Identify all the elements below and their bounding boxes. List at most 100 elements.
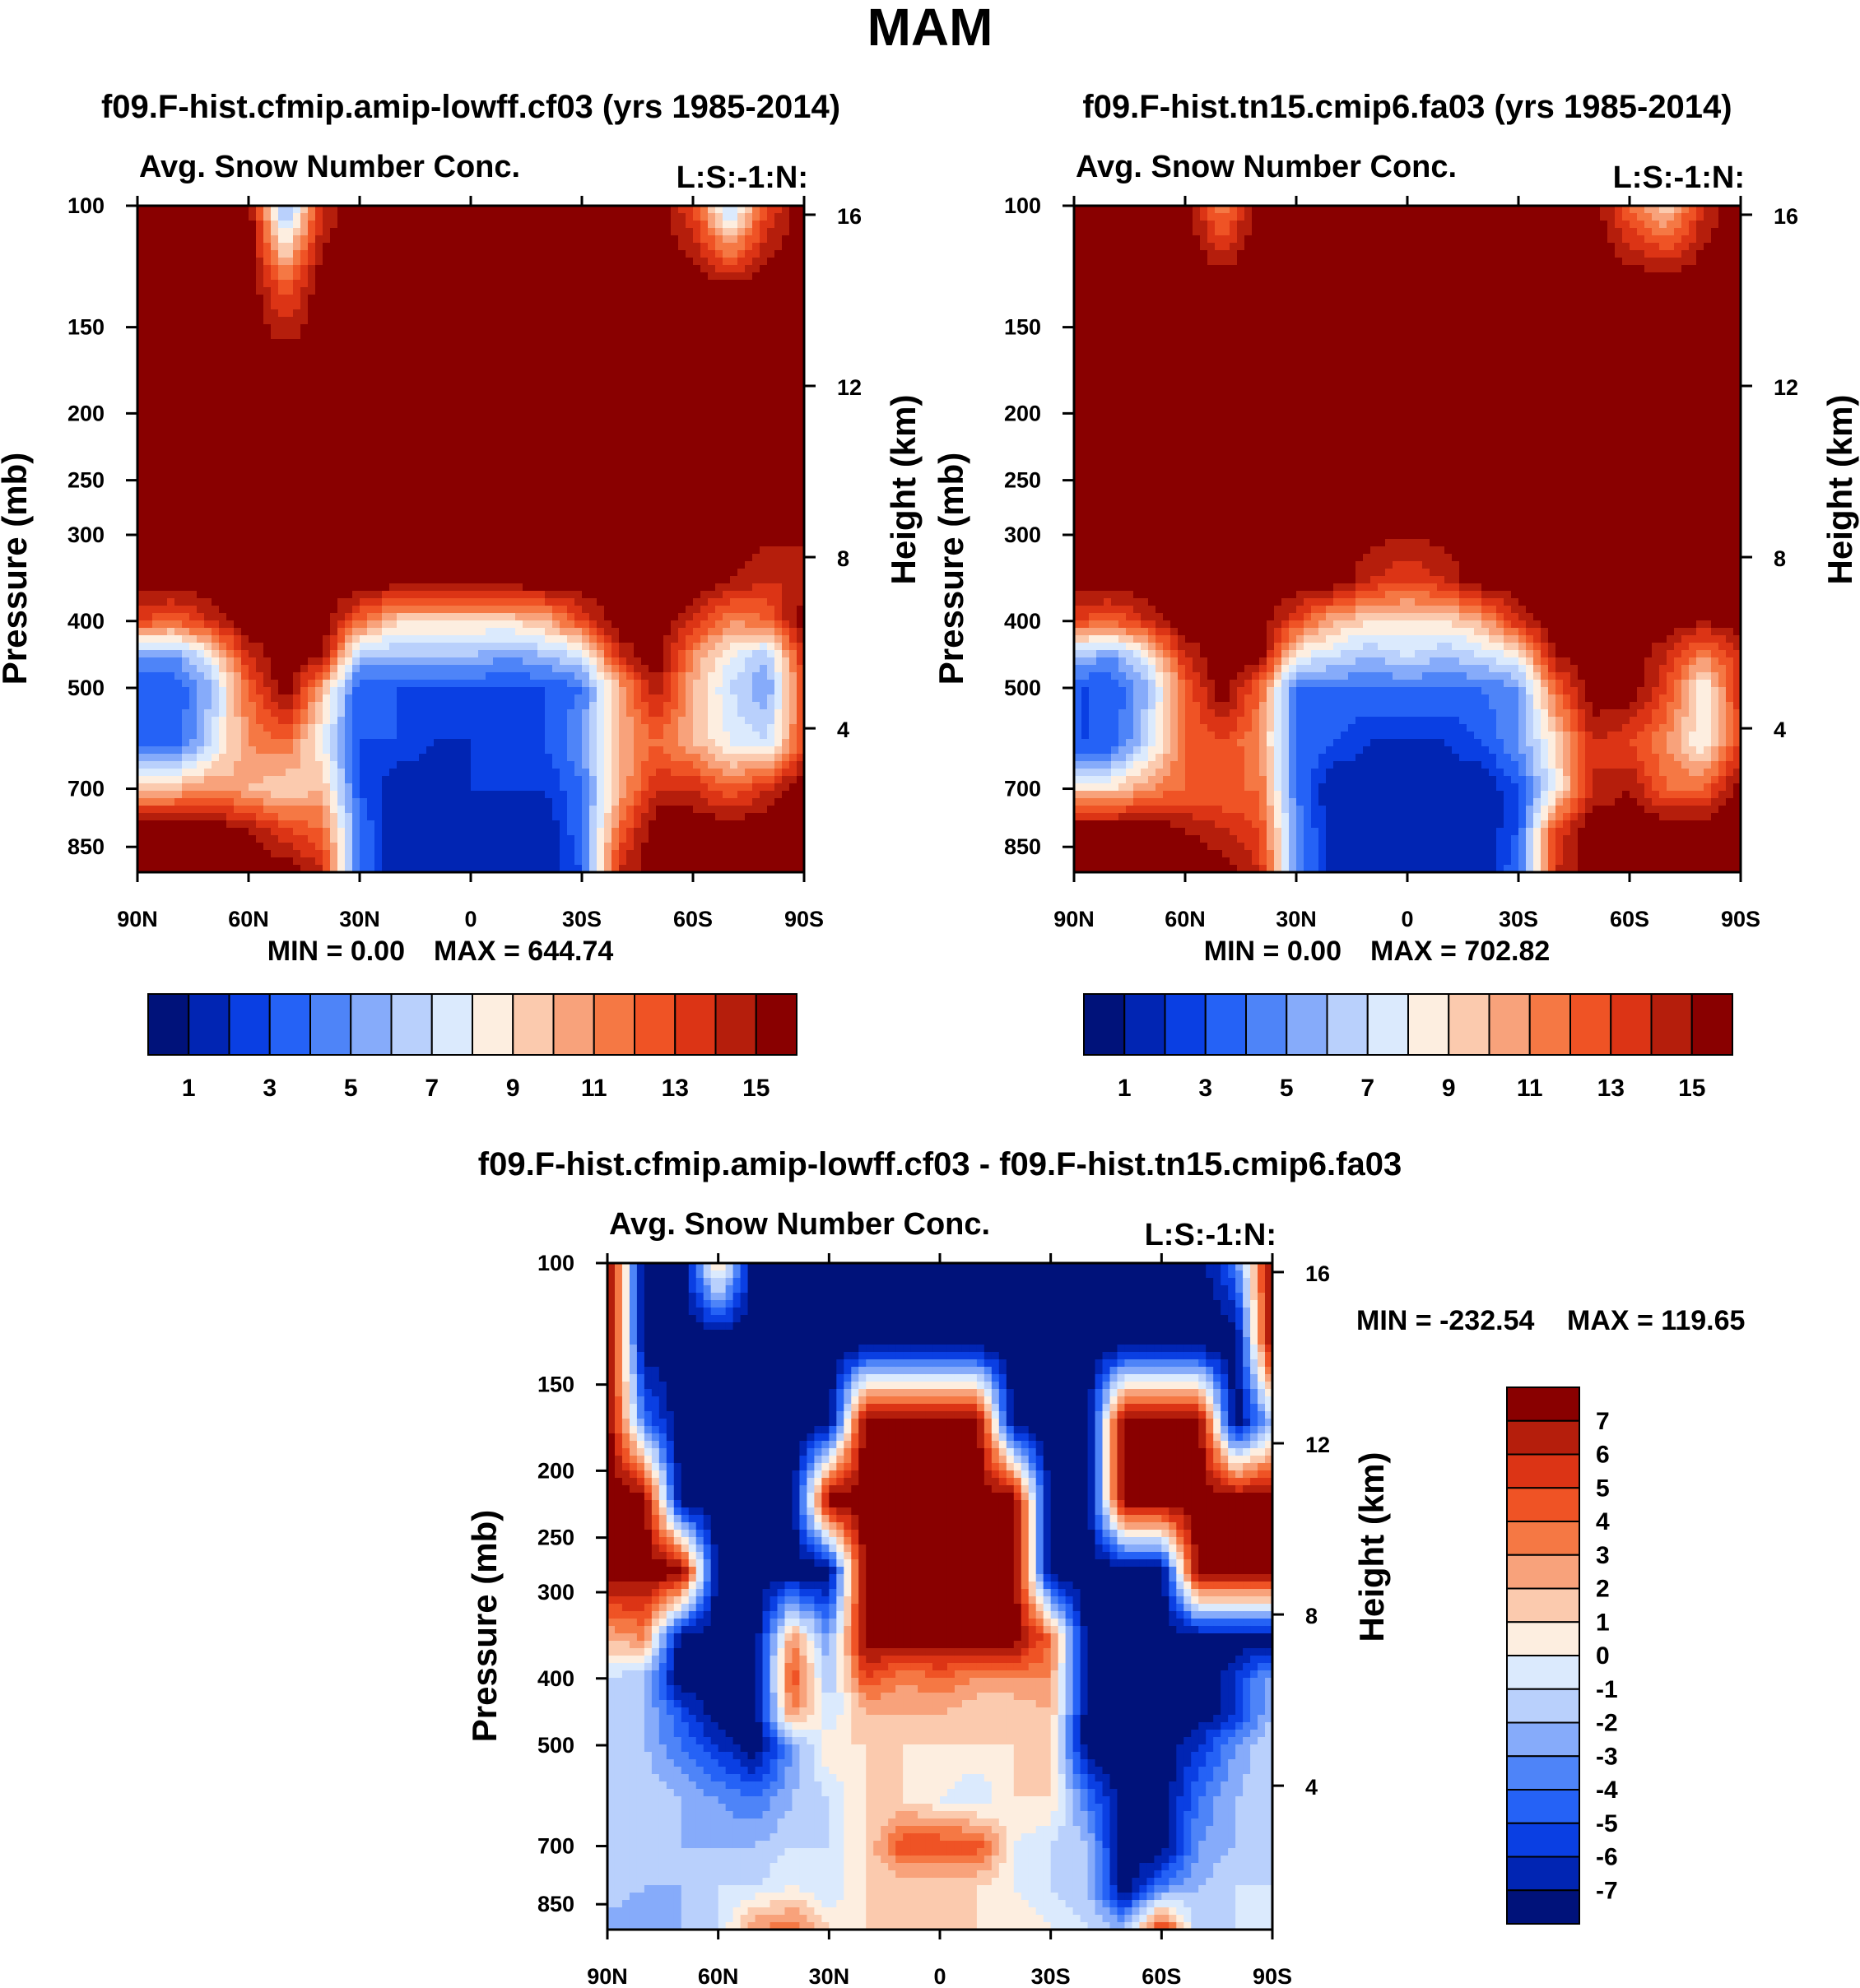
heatmap-cell <box>767 272 775 281</box>
heatmap-cell <box>730 272 738 281</box>
heatmap-cell <box>634 287 642 295</box>
heatmap-cell <box>337 265 346 273</box>
heatmap-cell <box>434 309 442 318</box>
heatmap-cell <box>567 243 575 251</box>
heatmap-cell <box>641 295 649 303</box>
heatmap-cell <box>456 324 464 332</box>
heatmap-cell <box>723 339 731 347</box>
heatmap-cell <box>345 258 353 266</box>
heatmap-cell <box>619 332 627 340</box>
heatmap-cell <box>589 324 598 332</box>
heatmap-cell <box>249 295 257 303</box>
heatmap-cell <box>278 265 286 273</box>
panel-title: f09.F-hist.cfmip.amip-lowff.cf03 (yrs 19… <box>101 89 840 125</box>
heatmap-cell <box>145 324 153 332</box>
heatmap-cell <box>463 243 472 251</box>
heatmap-cell <box>567 272 575 281</box>
heatmap-cell <box>382 243 390 251</box>
heatmap-cell <box>567 280 575 288</box>
heatmap-cell <box>382 302 390 310</box>
heatmap-cell <box>574 250 583 258</box>
heatmap-cell <box>619 339 627 347</box>
heatmap-cell <box>426 258 435 266</box>
heatmap-cell <box>641 272 649 281</box>
heatmap-cell <box>234 287 242 295</box>
heatmap-cell <box>249 250 257 258</box>
heatmap-cell <box>308 243 316 251</box>
heatmap-cell <box>174 332 183 340</box>
heatmap-cell <box>389 346 398 355</box>
heatmap-cell <box>182 228 190 236</box>
heatmap-cell <box>537 243 546 251</box>
heatmap-cell <box>167 332 175 340</box>
heatmap-cell <box>271 339 279 347</box>
heatmap-cell <box>552 213 560 221</box>
heatmap-cell <box>367 346 375 355</box>
heatmap-cell <box>760 221 768 229</box>
heatmap-cell <box>545 302 553 310</box>
heatmap-cell <box>686 302 694 310</box>
heatmap-cell <box>626 221 635 229</box>
heatmap-cell <box>782 228 790 236</box>
heatmap-cell <box>397 295 405 303</box>
heatmap-cell <box>449 339 457 347</box>
heatmap-cell <box>404 346 412 355</box>
heatmap-cell <box>752 302 760 310</box>
heatmap-cell <box>286 250 294 258</box>
heatmap-cell <box>582 243 590 251</box>
heatmap-cell <box>397 309 405 318</box>
heatmap-cell <box>145 346 153 355</box>
heatmap-cell <box>737 295 746 303</box>
heatmap-cell <box>234 295 242 303</box>
heatmap-cell <box>656 332 664 340</box>
heatmap-cell <box>197 258 205 266</box>
heatmap-cell <box>604 295 612 303</box>
heatmap-cell <box>219 346 227 355</box>
heatmap-cell <box>249 287 257 295</box>
heatmap-cell <box>723 272 731 281</box>
heatmap-cell <box>374 309 383 318</box>
heatmap-cell <box>693 339 701 347</box>
heatmap-cell <box>552 295 560 303</box>
heatmap-cell <box>582 258 590 266</box>
heatmap-cell <box>419 265 427 273</box>
heatmap-cell <box>589 221 598 229</box>
heatmap-cell <box>471 324 479 332</box>
heatmap-cell <box>552 309 560 318</box>
heatmap-cell <box>219 295 227 303</box>
heatmap-cell <box>337 250 346 258</box>
heatmap-cell <box>382 309 390 318</box>
heatmap-cell <box>449 295 457 303</box>
heatmap-cell <box>604 324 612 332</box>
heatmap-cell <box>686 280 694 288</box>
heatmap-cell <box>708 228 716 236</box>
heatmap-cell <box>693 272 701 281</box>
heatmap-cell <box>500 317 509 325</box>
figure: MAM f09.F-hist.cfmip.amip-lowff.cf03 (yr… <box>0 0 1860 1988</box>
heatmap-cell <box>537 221 546 229</box>
heatmap-cell <box>263 302 272 310</box>
heatmap-cell <box>367 258 375 266</box>
heatmap-cell <box>315 332 323 340</box>
heatmap-cell <box>723 228 731 236</box>
heatmap-cell <box>515 309 523 318</box>
heatmap-cell <box>700 221 709 229</box>
heatmap-cell <box>671 228 679 236</box>
heatmap-cell <box>234 280 242 288</box>
heatmap-cell <box>160 295 168 303</box>
heatmap-cell <box>226 250 235 258</box>
heatmap-cell <box>300 339 309 347</box>
heatmap-cell <box>493 243 501 251</box>
heatmap-cell <box>337 295 346 303</box>
heatmap-cell <box>626 213 635 221</box>
heatmap-cell <box>708 280 716 288</box>
heatmap-cell <box>263 250 272 258</box>
heatmap-cell <box>278 243 286 251</box>
heatmap-cell <box>760 302 768 310</box>
heatmap-cell <box>656 250 664 258</box>
heatmap-cell <box>374 228 383 236</box>
heatmap-cell <box>323 295 331 303</box>
heatmap-cell <box>530 243 538 251</box>
heatmap-cell <box>449 346 457 355</box>
heatmap-cell <box>686 213 694 221</box>
